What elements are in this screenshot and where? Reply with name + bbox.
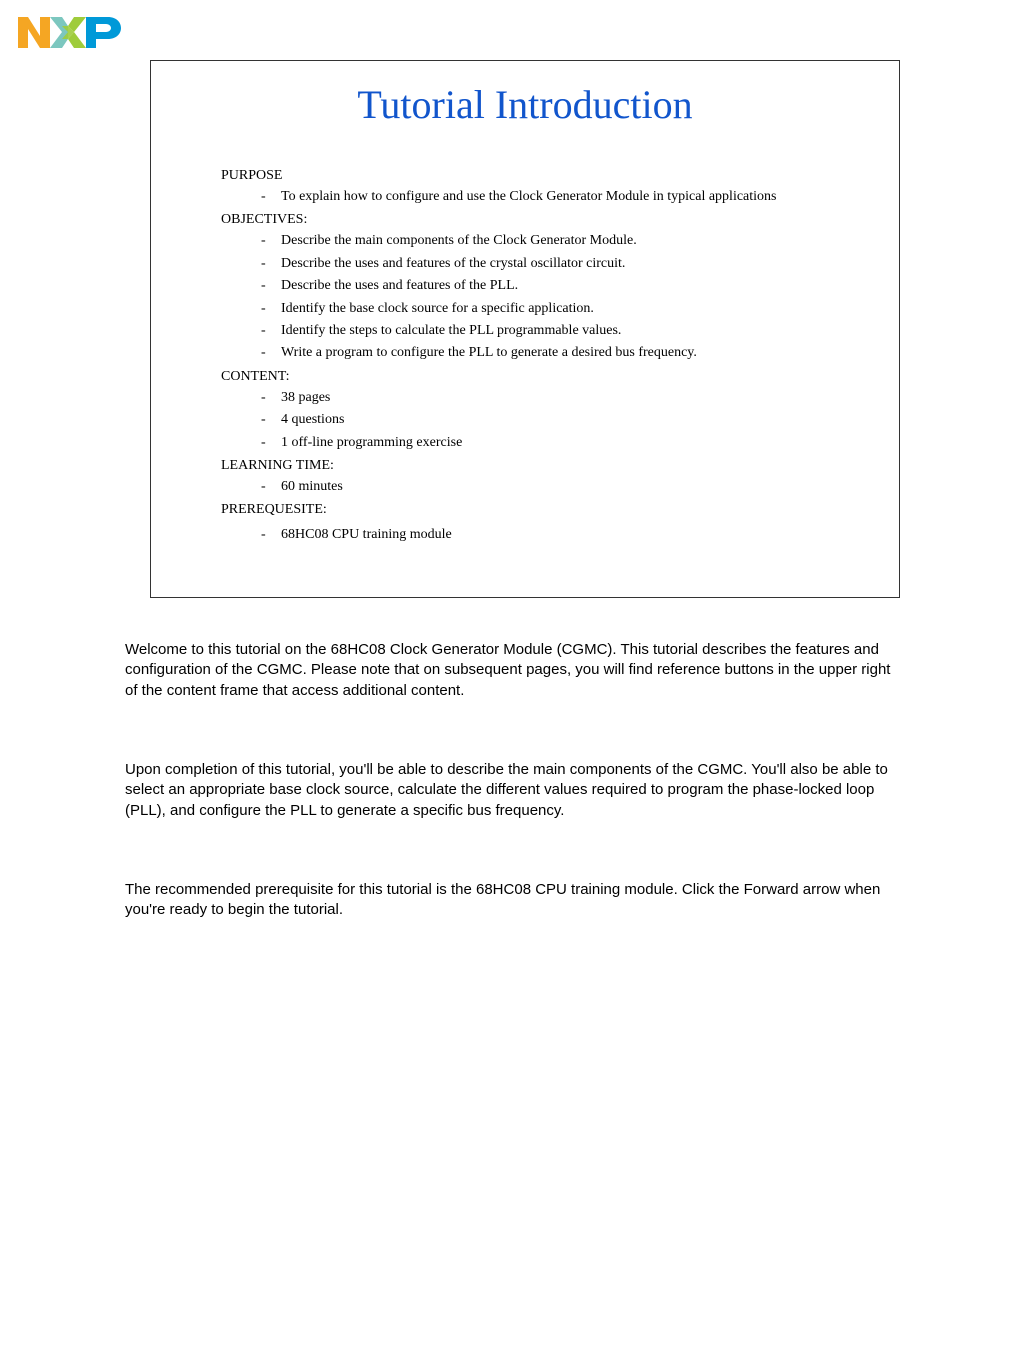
prerequisite-heading: PREREQUESITE: [191,502,859,518]
intro-paragraph-3: The recommended prerequisite for this tu… [125,880,905,921]
list-item: 4 questions [281,409,859,431]
list-item: Describe the main components of the Cloc… [281,230,859,252]
learning-time-list: 60 minutes [191,476,859,498]
list-item: Describe the uses and features of the PL… [281,275,859,297]
list-item: Write a program to configure the PLL to … [281,342,859,364]
prerequisite-list: 68HC08 CPU training module [191,524,859,546]
list-item: Identify the steps to calculate the PLL … [281,320,859,342]
intro-paragraph-1: Welcome to this tutorial on the 68HC08 C… [125,640,905,701]
tutorial-intro-box: Tutorial Introduction PURPOSE To explain… [150,60,900,598]
list-item: To explain how to configure and use the … [281,186,859,208]
objectives-heading: OBJECTIVES: [191,212,859,228]
list-item: Describe the uses and features of the cr… [281,253,859,275]
list-item: Identify the base clock source for a spe… [281,298,859,320]
intro-paragraph-2: Upon completion of this tutorial, you'll… [125,760,905,821]
list-item: 38 pages [281,387,859,409]
purpose-heading: PURPOSE [191,168,859,184]
list-item: 68HC08 CPU training module [281,524,859,546]
nxp-logo [18,15,123,50]
page-title: Tutorial Introduction [191,81,859,128]
content-list: 38 pages 4 questions 1 off-line programm… [191,387,859,454]
purpose-list: To explain how to configure and use the … [191,186,859,208]
list-item: 1 off-line programming exercise [281,432,859,454]
learning-time-heading: LEARNING TIME: [191,458,859,474]
objectives-list: Describe the main components of the Cloc… [191,230,859,364]
list-item: 60 minutes [281,476,859,498]
content-heading: CONTENT: [191,369,859,385]
